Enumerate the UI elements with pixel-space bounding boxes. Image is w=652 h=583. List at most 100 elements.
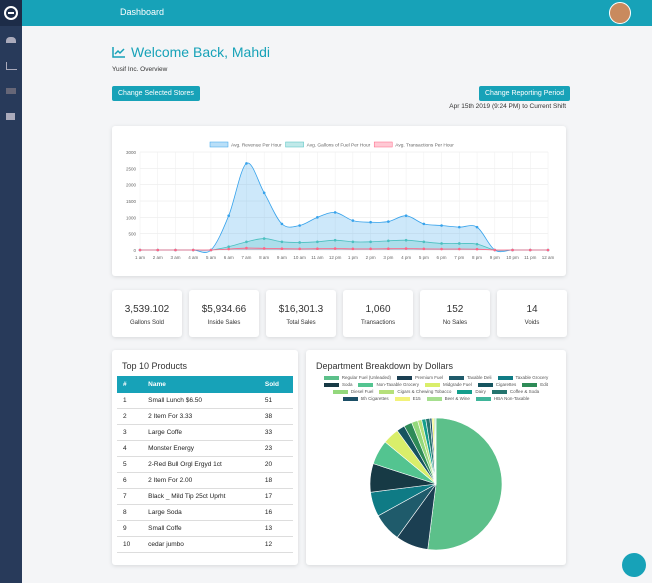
legend-label: HBA Non-Taxable <box>493 396 530 401</box>
table-cell: 12 <box>258 536 293 553</box>
nav-reports[interactable] <box>6 62 17 70</box>
table-cell: 6 <box>117 472 143 489</box>
series-point <box>227 214 230 217</box>
series-point <box>528 248 532 252</box>
legend-label: Taxable Grocery <box>515 375 549 380</box>
legend-label: Avg. Revenue Per Hour <box>231 143 282 149</box>
legend-swatch <box>497 375 513 380</box>
welcome-icon <box>112 47 125 58</box>
legend-swatch <box>425 382 440 387</box>
series-point <box>493 248 497 252</box>
legend-entry: E15 <box>394 396 421 401</box>
nav-video[interactable] <box>6 113 15 120</box>
stat-value: $5,934.66 <box>201 304 247 315</box>
series-point <box>387 239 390 243</box>
header-row: # Name Sold <box>117 376 293 393</box>
series-point <box>280 222 284 226</box>
series-point <box>227 245 230 249</box>
x-tick-label: 9 am <box>277 255 287 260</box>
series-point <box>475 242 479 246</box>
legend-label: Midgrade Fuel <box>443 382 472 387</box>
series-point <box>333 211 337 214</box>
series-point <box>422 247 426 251</box>
period-button[interactable]: Change Reporting Period <box>479 86 570 101</box>
x-tick-label: 3 pm <box>383 255 393 260</box>
legend-entry: 5th Cigarettes <box>342 396 389 401</box>
pie-slice <box>427 417 503 551</box>
series-line <box>140 162 548 253</box>
sidebar <box>0 0 22 583</box>
column-header: Name <box>142 376 259 393</box>
series-point <box>546 248 550 252</box>
top-bar: Dashboard <box>22 0 652 26</box>
table-row: 3 Large Coffe 33 <box>117 424 293 441</box>
series-point <box>245 162 248 165</box>
legend-label: Avg. Transactions Per Hour <box>395 143 454 149</box>
y-tick-label: 1500 <box>126 199 137 204</box>
legend-entry: Beer & Wine <box>426 396 470 401</box>
legend-label: E15 <box>412 396 421 401</box>
legend-swatch <box>426 396 442 401</box>
legend-label: Taxable Deli <box>467 375 492 380</box>
table-cell: 33 <box>258 424 293 441</box>
series-point <box>351 247 355 251</box>
table-cell: 2 <box>117 408 143 425</box>
stat-value: 1,060 <box>365 304 391 315</box>
legend-swatch <box>491 389 507 394</box>
legend-swatch <box>373 141 393 148</box>
legend-swatch <box>332 389 348 394</box>
series-point <box>262 237 266 240</box>
legend-label: 5th Cigarettes <box>360 396 389 401</box>
stat-card: 1,060 Transactions <box>343 290 413 337</box>
series-point <box>369 247 372 251</box>
series-point <box>316 240 319 244</box>
products-card: Top 10 Products # Name Sold 1 Small Lunch $6… <box>112 350 298 565</box>
series-point <box>387 220 390 223</box>
x-tick-label: 7 am <box>241 255 251 260</box>
stat-value: 14 <box>526 304 538 315</box>
products-title: Top 10 Products <box>122 361 188 371</box>
legend-label: Dairy <box>475 389 486 394</box>
legend-label: Non-Taxable Grocery <box>376 382 419 387</box>
stores-button[interactable]: Change Selected Stores <box>112 86 200 101</box>
series-point <box>404 238 408 242</box>
table-cell: 8 <box>117 504 143 521</box>
line-card: 0 500 1000 1500 2000 2500 3000 1 am 2 am 3 am 4 am… <box>112 126 566 276</box>
series-point <box>440 242 443 245</box>
table-row: 7 Black _ Mild Tip 25ct Uprht 17 <box>117 488 293 505</box>
y-tick-label: 0 <box>133 248 136 253</box>
table-cell: 18 <box>258 472 293 489</box>
x-tick-label: 4 am <box>188 255 198 260</box>
stat-card: 14 Voids <box>497 290 567 337</box>
series-point <box>440 224 443 227</box>
series-point <box>316 247 319 250</box>
nav-dashboard[interactable] <box>6 37 16 43</box>
chat-button[interactable] <box>622 553 646 577</box>
stat-label: Total Sales <box>286 320 316 326</box>
series-point <box>404 247 408 250</box>
pie-legend: Regular Fuel (Unleaded) Premium Fuel Taxab… <box>306 375 566 401</box>
pie-chart <box>369 417 503 551</box>
legend-swatch <box>457 389 473 394</box>
logo-icon <box>4 6 18 20</box>
products-table: # Name Sold 1 Small Lunch $6.50 51 2 2 Item For… <box>117 376 293 553</box>
legend-label: Soda <box>341 382 353 387</box>
pie-slice <box>434 417 437 485</box>
nav-list[interactable] <box>6 88 16 94</box>
x-tick-label: 10 pm <box>506 255 519 260</box>
legend-swatch <box>396 375 412 380</box>
y-tick-label: 2500 <box>126 166 137 171</box>
table-cell: 20 <box>258 456 293 473</box>
x-tick-label: 5 am <box>206 255 216 260</box>
legend-swatch <box>358 382 374 387</box>
stat-label: Voids <box>524 320 540 326</box>
stat-label: Inside Sales <box>207 320 241 326</box>
legend-entry: Taxable Deli <box>449 375 492 380</box>
legend-swatch <box>323 375 339 380</box>
x-tick-label: 3 am <box>170 255 180 260</box>
avatar[interactable] <box>609 2 631 24</box>
stat-value: 152 <box>446 304 464 315</box>
x-tick-label: 4 pm <box>401 255 411 260</box>
